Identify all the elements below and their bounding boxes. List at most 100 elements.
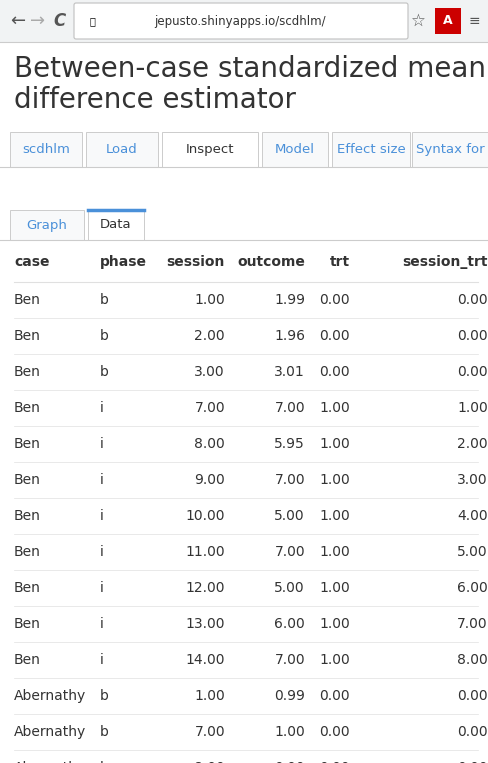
Text: Ben: Ben xyxy=(14,436,41,451)
Text: ←: ← xyxy=(10,12,25,30)
Text: i: i xyxy=(100,509,104,523)
Text: 0.00: 0.00 xyxy=(457,689,488,703)
Text: 12.00: 12.00 xyxy=(185,581,225,595)
Text: b: b xyxy=(100,329,109,343)
Text: outcome: outcome xyxy=(237,255,305,269)
Text: Between-case standardized mean
difference estimator: Between-case standardized mean differenc… xyxy=(14,55,486,114)
Text: 9.00: 9.00 xyxy=(194,473,225,487)
Text: case: case xyxy=(14,255,49,269)
Text: b: b xyxy=(100,761,109,763)
Text: 1.00: 1.00 xyxy=(319,653,350,667)
FancyBboxPatch shape xyxy=(332,132,410,167)
Text: i: i xyxy=(100,617,104,631)
Text: b: b xyxy=(100,689,109,703)
Text: 6.00: 6.00 xyxy=(457,581,488,595)
Text: 7.00: 7.00 xyxy=(194,725,225,739)
FancyBboxPatch shape xyxy=(86,132,158,167)
Text: 3.00: 3.00 xyxy=(457,473,488,487)
Text: 1.96: 1.96 xyxy=(274,329,305,343)
Text: 2.00: 2.00 xyxy=(194,329,225,343)
Text: session: session xyxy=(166,255,225,269)
Text: 0.00: 0.00 xyxy=(457,761,488,763)
Text: 0.00: 0.00 xyxy=(319,725,350,739)
Text: 0.00: 0.00 xyxy=(319,293,350,307)
Text: 1.00: 1.00 xyxy=(194,689,225,703)
Text: b: b xyxy=(100,365,109,378)
Text: 0.99: 0.99 xyxy=(274,689,305,703)
Text: i: i xyxy=(100,545,104,559)
Text: 8.00: 8.00 xyxy=(194,761,225,763)
Text: 11.00: 11.00 xyxy=(185,545,225,559)
Text: 0.00: 0.00 xyxy=(319,365,350,378)
Text: 5.00: 5.00 xyxy=(457,545,488,559)
Text: i: i xyxy=(100,653,104,667)
Text: 14.00: 14.00 xyxy=(185,653,225,667)
Text: 0.00: 0.00 xyxy=(319,761,350,763)
Text: 1.00: 1.00 xyxy=(319,581,350,595)
FancyBboxPatch shape xyxy=(88,210,144,240)
Text: 0.00: 0.00 xyxy=(457,725,488,739)
Text: 5.00: 5.00 xyxy=(274,581,305,595)
Text: 4.00: 4.00 xyxy=(457,509,488,523)
Text: b: b xyxy=(100,725,109,739)
Text: Abernathy: Abernathy xyxy=(14,725,86,739)
Text: Syntax for: Syntax for xyxy=(416,143,484,156)
Text: Abernathy: Abernathy xyxy=(14,761,86,763)
Text: 1.00: 1.00 xyxy=(319,436,350,451)
Bar xyxy=(0,0,488,42)
Text: 1.00: 1.00 xyxy=(194,293,225,307)
Text: Ben: Ben xyxy=(14,581,41,595)
Bar xyxy=(435,8,461,34)
Text: i: i xyxy=(100,436,104,451)
Text: phase: phase xyxy=(100,255,147,269)
Text: Ben: Ben xyxy=(14,509,41,523)
Text: 5.95: 5.95 xyxy=(274,436,305,451)
Text: 0.00: 0.00 xyxy=(457,329,488,343)
Text: Ben: Ben xyxy=(14,653,41,667)
Text: 7.00: 7.00 xyxy=(194,401,225,415)
Text: 1.00: 1.00 xyxy=(274,725,305,739)
Text: 1.99: 1.99 xyxy=(274,293,305,307)
Text: ≡: ≡ xyxy=(468,14,480,28)
Text: b: b xyxy=(100,293,109,307)
Text: Data: Data xyxy=(100,218,132,231)
Text: 3.01: 3.01 xyxy=(274,365,305,378)
Text: 0.00: 0.00 xyxy=(457,293,488,307)
Text: Graph: Graph xyxy=(26,218,67,231)
Text: Ben: Ben xyxy=(14,401,41,415)
Text: 8.00: 8.00 xyxy=(457,653,488,667)
Text: 0.00: 0.00 xyxy=(457,365,488,378)
FancyBboxPatch shape xyxy=(162,132,258,167)
Text: session_trt: session_trt xyxy=(403,255,488,269)
Text: jepusto.shinyapps.io/scdhlm/: jepusto.shinyapps.io/scdhlm/ xyxy=(154,14,326,27)
FancyBboxPatch shape xyxy=(412,132,488,167)
Text: Effect size: Effect size xyxy=(337,143,406,156)
Text: i: i xyxy=(100,473,104,487)
Text: i: i xyxy=(100,581,104,595)
Text: Ben: Ben xyxy=(14,329,41,343)
Text: 13.00: 13.00 xyxy=(185,617,225,631)
Text: 0.00: 0.00 xyxy=(319,329,350,343)
Text: trt: trt xyxy=(330,255,350,269)
Text: Ben: Ben xyxy=(14,473,41,487)
Text: 1.00: 1.00 xyxy=(319,617,350,631)
FancyBboxPatch shape xyxy=(10,210,84,240)
Text: ☆: ☆ xyxy=(410,12,426,30)
Text: 1.00: 1.00 xyxy=(319,473,350,487)
Text: →: → xyxy=(30,12,45,30)
Text: 8.00: 8.00 xyxy=(194,436,225,451)
Text: 7.00: 7.00 xyxy=(274,401,305,415)
Text: Load: Load xyxy=(106,143,138,156)
Text: Ben: Ben xyxy=(14,365,41,378)
Text: Inspect: Inspect xyxy=(186,143,234,156)
Text: A: A xyxy=(443,14,453,27)
Text: 3.00: 3.00 xyxy=(194,365,225,378)
Text: 1.00: 1.00 xyxy=(319,545,350,559)
Text: 1.00: 1.00 xyxy=(319,401,350,415)
Text: 0.00: 0.00 xyxy=(319,689,350,703)
Text: 7.00: 7.00 xyxy=(274,545,305,559)
Text: 6.00: 6.00 xyxy=(274,617,305,631)
Text: 5.00: 5.00 xyxy=(274,509,305,523)
Text: 10.00: 10.00 xyxy=(185,509,225,523)
Text: 1.00: 1.00 xyxy=(319,509,350,523)
